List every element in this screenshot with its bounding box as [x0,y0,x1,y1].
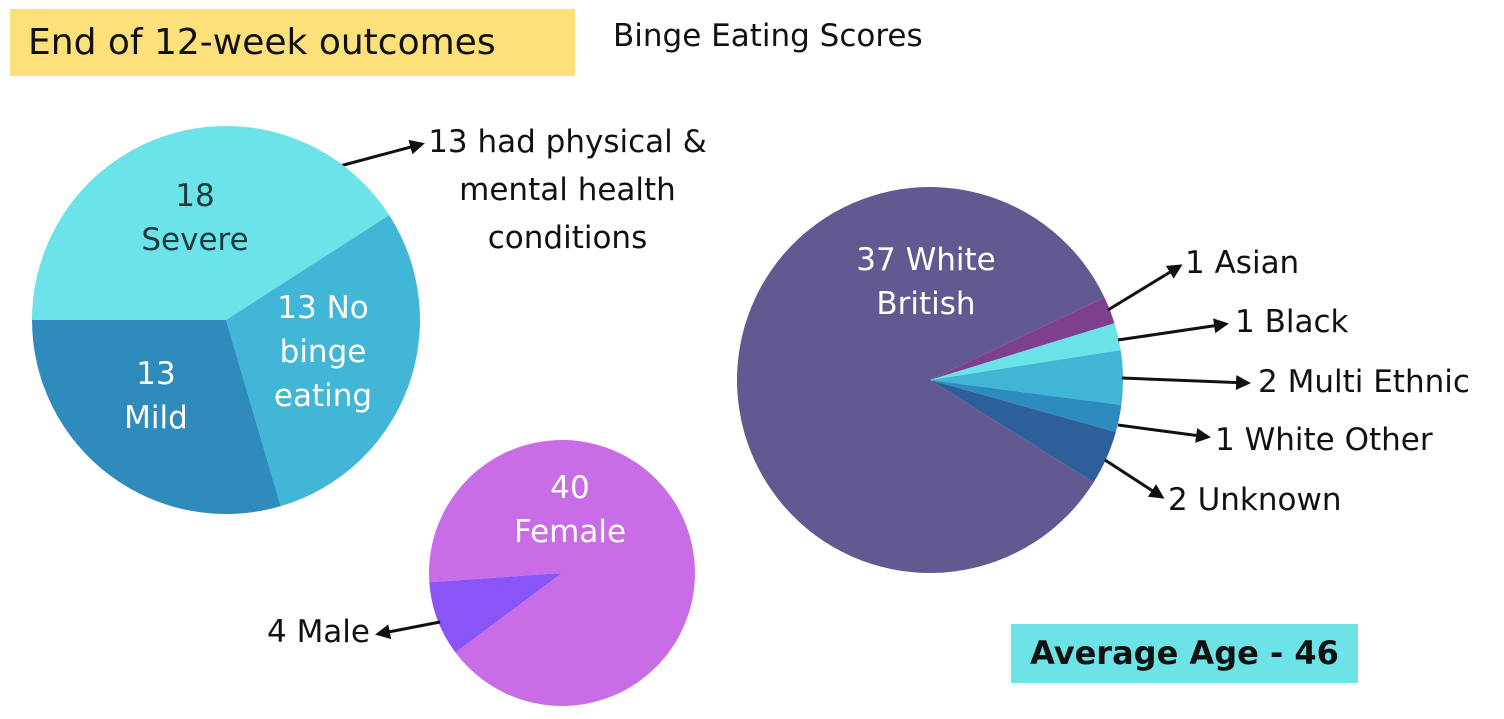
pie-slice [737,186,1105,574]
slice-value: 40 [550,470,590,506]
slice-value: 37 [856,242,896,278]
average-age: Average Age - 46 [1011,624,1358,683]
slice-label: 1 Asian [1185,245,1299,281]
slice-value: 2 [1168,482,1188,518]
pie-slice [429,440,695,707]
pie-slice [930,297,1115,380]
arrow [1121,375,1251,391]
arrow [339,139,425,168]
pie-slice [930,380,1122,433]
slice-category: Mild [124,400,188,436]
slice-category: Unknown [1197,482,1342,518]
slice-category: Male [296,614,370,650]
arrow [1107,264,1183,312]
slice-label: 13 No binge eating [253,286,393,418]
pie-slice [930,323,1121,380]
slice-category: White Other [1244,422,1433,458]
slice-value: 18 [175,178,215,214]
slice-value: 2 [1258,364,1278,400]
slice-label: 40 Female [495,466,645,554]
slice-category: Female [513,514,627,550]
slice-label: 2 Unknown [1168,482,1342,518]
arrow [375,620,441,640]
subtitle: Binge Eating Scores [613,18,923,54]
slice-label: 1 White Other [1215,422,1433,458]
slice-label: 4 Male [267,614,370,650]
slice-label: 18 Severe [130,174,260,262]
title: End of 12-week outcomes [10,9,575,76]
pie-slice [32,320,281,514]
pie-slice [429,573,562,653]
arrow [1117,423,1211,443]
pie-slice [32,126,390,320]
slice-value: 1 [1185,245,1205,281]
pie-slice [226,215,420,507]
annotation: 13 had physical & mental health conditio… [428,124,707,256]
slice-value: 1 [1215,422,1235,458]
arrow [1104,458,1165,499]
slice-category: Multi Ethnic [1287,364,1470,400]
pie-slice [930,350,1123,406]
slice-category: Asian [1214,245,1300,281]
slice-label: 1 Black [1235,304,1348,340]
slice-category: Black [1264,304,1349,340]
slice-value: 13 [277,290,317,326]
pie-slice [930,380,1116,483]
slice-category: Severe [141,222,249,258]
slice-label: 2 Multi Ethnic [1258,364,1470,400]
slice-value: 1 [1235,304,1255,340]
slice-label: 37 White British [831,238,1021,326]
slice-label: 13 Mild [101,352,211,440]
slice-value: 13 [136,356,176,392]
slice-value: 4 [266,614,287,650]
slice-category: No binge eating [273,290,373,414]
slice-category: White British [876,242,996,322]
arrow [1117,318,1229,342]
